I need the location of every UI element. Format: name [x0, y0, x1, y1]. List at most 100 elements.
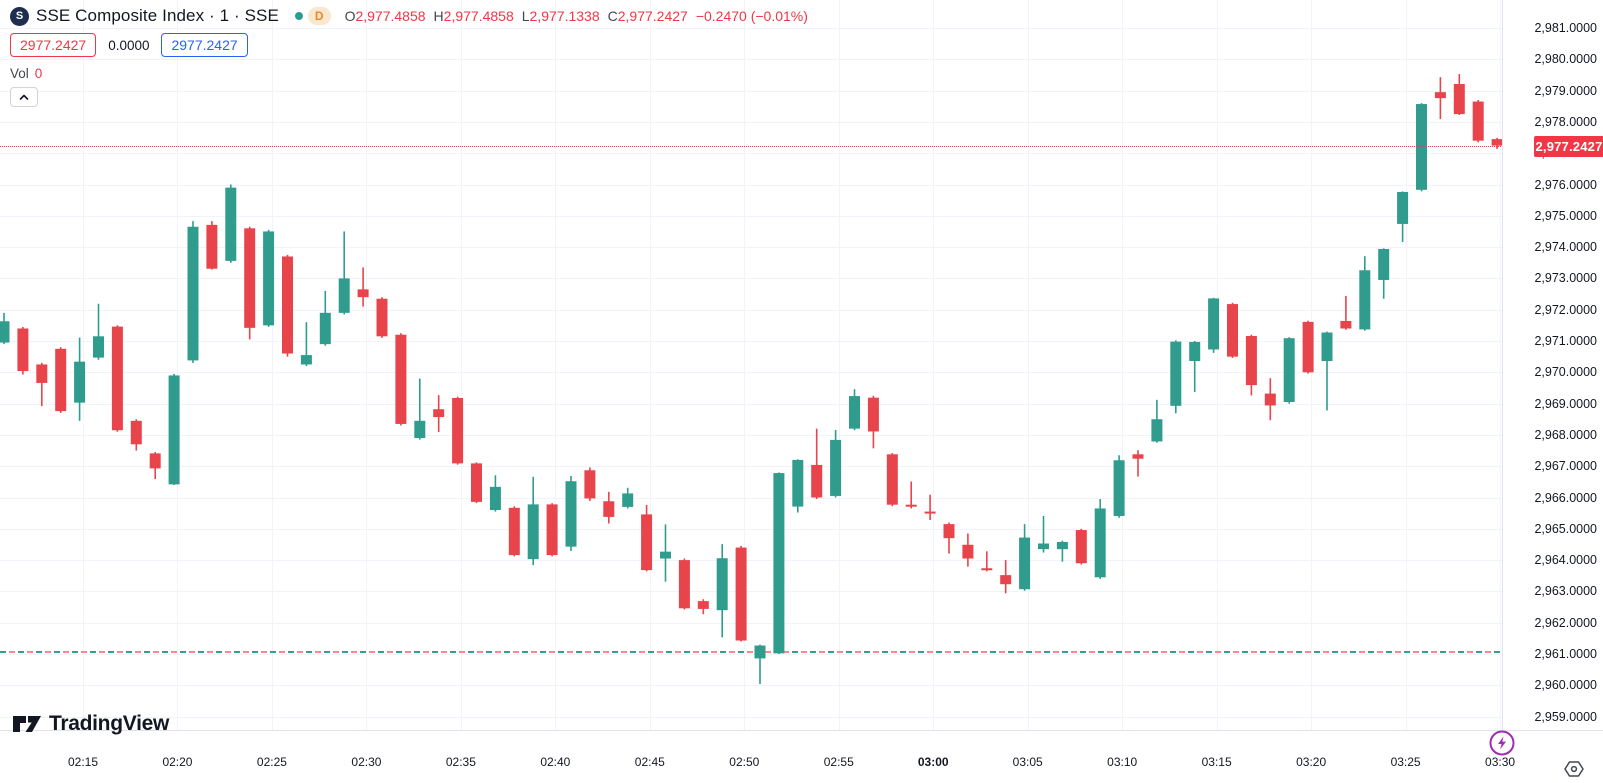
spread-value: 0.0000	[108, 37, 150, 53]
candle-wick	[1193, 341, 1196, 393]
symbol-title[interactable]: SSE Composite Index · 1 · SSE	[36, 6, 279, 25]
horizontal-gridline	[0, 121, 1502, 123]
axis-settings-button[interactable]	[1563, 760, 1585, 778]
candle-body	[1472, 101, 1484, 141]
candle-body	[414, 420, 426, 439]
chevron-up-icon	[19, 94, 29, 100]
volume-label: Vol	[10, 66, 29, 81]
candle-body	[584, 470, 596, 499]
time-axis-label: 02:35	[445, 755, 476, 769]
price-axis-label: 2,966.0000	[1534, 490, 1597, 505]
candle-body	[754, 645, 766, 659]
time-axis-label: 03:10	[1107, 755, 1138, 769]
price-axis-label: 2,981.0000	[1534, 21, 1597, 35]
time-axis[interactable]: 02:15 02:20 02:25 02:30 02:35 02:40 02:45 02:50…	[0, 730, 1603, 783]
high-value: H2,977.4858	[433, 8, 514, 24]
price-axis-label: 2,960.0000	[1534, 678, 1597, 693]
candle-body	[943, 524, 955, 539]
candle-body	[130, 420, 142, 445]
time-axis-label: 03:25	[1390, 755, 1421, 769]
price-axis-label: 2,980.0000	[1534, 52, 1597, 67]
candle-body	[471, 463, 482, 502]
candle-body	[0, 321, 10, 343]
vertical-gridline	[1405, 0, 1407, 730]
candle-wick	[986, 551, 988, 572]
price-axis-label: 2,978.0000	[1534, 114, 1597, 129]
candle-body	[886, 454, 898, 505]
candlestick-plot-area[interactable]	[0, 0, 1502, 730]
candle-body	[981, 568, 993, 571]
candle-body	[527, 504, 539, 560]
ohlc-values-row: O2,977.4858 H2,977.4858 L2,977.1338 C2,9…	[345, 8, 808, 24]
candle-wick	[815, 428, 818, 500]
symbol-logo-icon[interactable]: S	[10, 6, 29, 26]
horizontal-gridline	[0, 403, 1502, 405]
candle-body	[830, 439, 842, 496]
horizontal-gridline	[0, 716, 1502, 718]
candle-body	[93, 336, 104, 358]
horizontal-gridline	[0, 434, 1502, 436]
candle-body	[1245, 335, 1257, 386]
candle-wick	[305, 322, 308, 367]
tradingview-logo[interactable]: TradingView	[12, 710, 169, 738]
horizontal-gridline	[0, 278, 1502, 280]
candle-body	[1132, 454, 1144, 459]
candle-wick	[1137, 450, 1139, 477]
sell-price-button[interactable]: 2977.2427	[10, 33, 97, 57]
candle-body	[74, 361, 86, 403]
candle-body	[1189, 341, 1201, 362]
price-axis[interactable]: 2,981.0000 2,980.0000 2,979.0000 2,978.0000…	[1502, 0, 1603, 783]
buy-price-button[interactable]: 2977.2427	[161, 33, 248, 57]
time-axis-label: 02:45	[634, 755, 665, 769]
time-axis-label: 03:20	[1296, 755, 1327, 769]
horizontal-gridline	[0, 654, 1502, 655]
collapse-pane-button[interactable]	[10, 87, 38, 107]
candle-wick	[1345, 295, 1347, 330]
candle-body	[603, 501, 615, 517]
time-axis-label: 02:20	[162, 755, 193, 769]
instant-trading-button[interactable]	[1488, 729, 1516, 757]
horizontal-gridline	[0, 153, 1502, 155]
candle-body	[1340, 320, 1352, 329]
candle-wick	[759, 644, 761, 685]
horizontal-gridline	[0, 560, 1502, 562]
time-axis-label: 02:30	[351, 755, 382, 769]
candle-body	[622, 493, 634, 507]
price-axis-label: 2,972.0000	[1534, 302, 1597, 317]
candle-body	[1000, 575, 1012, 585]
horizontal-gridline	[0, 59, 1502, 61]
candle-body	[773, 473, 785, 654]
horizontal-gridline	[0, 184, 1502, 186]
price-axis-label: 2,965.0000	[1534, 521, 1597, 536]
time-axis-label: 02:40	[540, 755, 571, 769]
price-axis-label: 2,971.0000	[1534, 334, 1597, 348]
candle-body	[376, 298, 388, 337]
candle-wick	[910, 481, 912, 509]
market-status-dot-icon	[294, 12, 303, 20]
time-axis-label: 03:30	[1485, 755, 1516, 769]
candle-body	[905, 504, 917, 507]
candle-body	[1491, 139, 1502, 146]
candle-body	[1151, 419, 1163, 442]
horizontal-gridline	[0, 247, 1502, 249]
close-value: C2,977.2427	[607, 8, 688, 24]
time-axis-label: 02:50	[729, 755, 760, 769]
delayed-data-badge[interactable]: D	[307, 7, 331, 25]
candle-body	[111, 326, 123, 431]
vertical-gridline	[933, 0, 935, 730]
horizontal-gridline	[0, 372, 1502, 374]
level-dashed-line	[0, 651, 1502, 653]
candle-body	[565, 481, 577, 547]
price-axis-label: 2,974.0000	[1534, 240, 1597, 255]
vertical-gridline	[744, 0, 746, 730]
time-axis-label: 03:05	[1012, 755, 1043, 769]
vertical-gridline	[1216, 0, 1218, 730]
candle-body	[1453, 84, 1465, 115]
open-value: O2,977.4858	[344, 8, 426, 24]
candle-body	[792, 459, 804, 507]
candle-body	[263, 231, 275, 326]
vertical-gridline	[1027, 0, 1029, 730]
candle-body	[1019, 537, 1031, 590]
price-axis-label: 2,970.0000	[1534, 365, 1597, 380]
